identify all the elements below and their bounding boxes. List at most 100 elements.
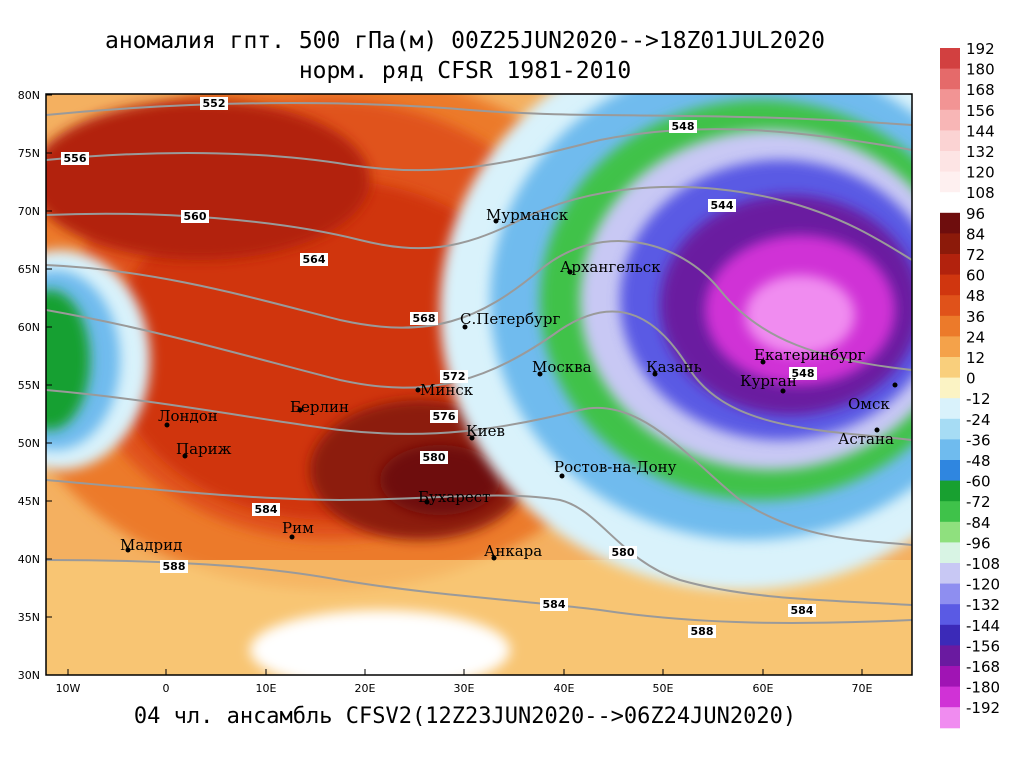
city-marker xyxy=(462,324,468,330)
contour-label: 584 xyxy=(788,604,816,617)
city-label: Мурманск xyxy=(486,206,569,224)
colorbar-swatch xyxy=(940,89,960,111)
city-label: Рим xyxy=(282,519,314,537)
city-marker xyxy=(297,407,303,413)
svg-text:584: 584 xyxy=(791,604,814,617)
svg-text:572: 572 xyxy=(443,370,466,383)
contour-label: 548 xyxy=(669,120,697,133)
colorbar-swatch xyxy=(940,501,960,523)
contour-label: 580 xyxy=(609,546,637,559)
contour-label: 572 xyxy=(440,370,468,383)
city-label: Архангельск xyxy=(560,258,661,276)
city-marker xyxy=(874,427,880,433)
svg-text:544: 544 xyxy=(711,199,734,212)
colorbar-tick-label: 168 xyxy=(966,81,995,99)
city-label: Омск xyxy=(848,395,890,413)
lon-tick-label: 0 xyxy=(163,682,170,695)
svg-text:564: 564 xyxy=(303,253,326,266)
lon-tick-label: 20E xyxy=(355,682,376,695)
colorbar-tick-label: 144 xyxy=(966,122,995,140)
lon-tick-label: 60E xyxy=(753,682,774,695)
city-label: Анкара xyxy=(484,542,542,560)
contour-label: 552 xyxy=(200,97,228,110)
city-label: Астана xyxy=(838,430,894,448)
lat-tick-label: 65N xyxy=(18,263,40,276)
colorbar-swatch xyxy=(940,480,960,502)
lat-axis: 80N 75N 70N 65N 60N 55N 50N 45N 40N 35N … xyxy=(18,89,40,682)
colorbar-tick-label: 36 xyxy=(966,308,985,326)
colorbar-swatch xyxy=(940,68,960,90)
lon-tick-label: 40E xyxy=(554,682,575,695)
svg-text:548: 548 xyxy=(672,120,695,133)
city-marker xyxy=(469,435,475,441)
colorbar-tick-label: 84 xyxy=(966,225,985,243)
city-marker xyxy=(125,547,131,553)
colorbar-tick-label: -12 xyxy=(966,390,991,408)
colorbar-tick-label: -192 xyxy=(966,699,1000,717)
lon-tick-label: 70E xyxy=(852,682,873,695)
colorbar-swatch xyxy=(940,233,960,255)
colorbar-swatch xyxy=(940,357,960,379)
colorbar-swatch xyxy=(940,192,960,214)
chart-title-line1: аномалия гпт. 500 гПа(м) 00Z25JUN2020-->… xyxy=(104,28,826,54)
city-label: С.Петербург xyxy=(460,310,560,328)
colorbar-swatch xyxy=(940,604,960,626)
colorbar-swatch xyxy=(940,295,960,317)
colorbar-swatch xyxy=(940,686,960,708)
city-marker xyxy=(567,269,573,275)
lat-tick-label: 30N xyxy=(18,669,40,682)
contour-label: 564 xyxy=(300,253,328,266)
lat-tick-label: 40N xyxy=(18,553,40,566)
lat-tick-label: 45N xyxy=(18,495,40,508)
city-label: Париж xyxy=(176,440,232,458)
colorbar-swatch xyxy=(940,274,960,296)
lat-tick-label: 50N xyxy=(18,437,40,450)
lon-tick-label: 50E xyxy=(653,682,674,695)
city-label: Лондон xyxy=(158,407,218,425)
colorbar-tick-label: 108 xyxy=(966,184,995,202)
colorbar-swatch xyxy=(940,254,960,276)
colorbar-tick-label: 48 xyxy=(966,287,985,305)
contour-label: 584 xyxy=(540,598,568,611)
city-marker xyxy=(760,359,766,365)
city-marker xyxy=(892,382,898,388)
city-label: Киев xyxy=(466,422,505,440)
colorbar-swatch xyxy=(940,151,960,173)
chart-title-line2: норм. ряд CFSR 1981-2010 xyxy=(298,58,632,84)
colorbar-tick-label: -60 xyxy=(966,473,991,491)
city-labels: Мурманск Архангельск С.Петербург Москва … xyxy=(120,206,898,561)
city-label: Минск xyxy=(420,381,474,399)
colorbar-swatch xyxy=(940,171,960,193)
svg-text:560: 560 xyxy=(184,210,207,223)
colorbar-tick-label: -144 xyxy=(966,617,1000,635)
colorbar-tick-label: -48 xyxy=(966,452,991,470)
city-marker xyxy=(537,371,543,377)
colorbar-tick-label: -36 xyxy=(966,431,991,449)
colorbar-tick-label: -156 xyxy=(966,637,1000,655)
colorbar-tick-label: -96 xyxy=(966,534,991,552)
colorbar-tick-label: -132 xyxy=(966,596,1000,614)
contour-label: 548 xyxy=(789,367,817,380)
city-marker xyxy=(415,387,421,393)
contour-label: 544 xyxy=(708,199,736,212)
colorbar-tick-label: -180 xyxy=(966,679,1000,697)
colorbar-tick-label: -24 xyxy=(966,411,991,429)
lon-tick-label: 10W xyxy=(56,682,81,695)
svg-text:568: 568 xyxy=(413,312,436,325)
colorbar-swatch xyxy=(940,336,960,358)
colorbar-swatch xyxy=(940,212,960,234)
city-label: Бухарест xyxy=(418,488,490,506)
colorbar-tick-label: 12 xyxy=(966,349,985,367)
contour-label: 580 xyxy=(420,451,448,464)
colorbar-swatch xyxy=(940,439,960,461)
colorbar-tick-label: 0 xyxy=(966,370,976,388)
contour-label: 576 xyxy=(430,410,458,423)
svg-text:584: 584 xyxy=(543,598,566,611)
lon-ticks xyxy=(67,669,863,675)
colorbar-swatch xyxy=(940,418,960,440)
colorbar-tick-label: -120 xyxy=(966,576,1000,594)
lat-ticks xyxy=(46,94,52,618)
city-marker xyxy=(424,499,430,505)
contour-label: 588 xyxy=(688,625,716,638)
